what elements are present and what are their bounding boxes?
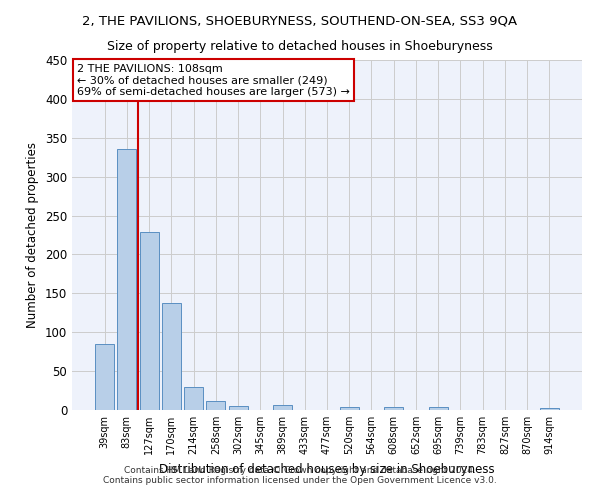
Text: Size of property relative to detached houses in Shoeburyness: Size of property relative to detached ho… bbox=[107, 40, 493, 53]
Y-axis label: Number of detached properties: Number of detached properties bbox=[26, 142, 40, 328]
Text: 2 THE PAVILIONS: 108sqm
← 30% of detached houses are smaller (249)
69% of semi-d: 2 THE PAVILIONS: 108sqm ← 30% of detache… bbox=[77, 64, 350, 96]
Bar bbox=[206, 402, 225, 410]
Bar bbox=[340, 407, 359, 410]
Bar bbox=[95, 344, 114, 410]
Bar bbox=[118, 150, 136, 410]
Bar bbox=[184, 386, 203, 410]
Bar bbox=[540, 408, 559, 410]
Bar bbox=[229, 406, 248, 410]
Bar bbox=[273, 406, 292, 410]
Text: 2, THE PAVILIONS, SHOEBURYNESS, SOUTHEND-ON-SEA, SS3 9QA: 2, THE PAVILIONS, SHOEBURYNESS, SOUTHEND… bbox=[82, 15, 518, 28]
Text: Contains HM Land Registry data © Crown copyright and database right 2024.
Contai: Contains HM Land Registry data © Crown c… bbox=[103, 466, 497, 485]
Bar bbox=[162, 304, 181, 410]
Bar bbox=[384, 407, 403, 410]
Bar bbox=[429, 407, 448, 410]
X-axis label: Distribution of detached houses by size in Shoeburyness: Distribution of detached houses by size … bbox=[159, 462, 495, 475]
Bar bbox=[140, 232, 158, 410]
